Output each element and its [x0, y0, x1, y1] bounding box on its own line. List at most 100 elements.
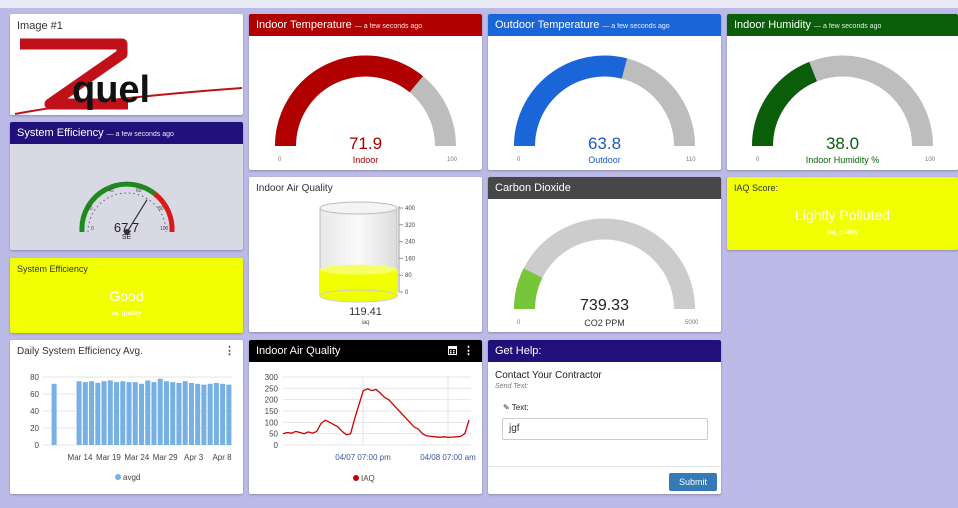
indoor-humidity-gauge — [752, 55, 933, 147]
se-tick-20: 20 — [87, 206, 93, 212]
daily-bar[interactable] — [207, 383, 213, 445]
daily-bar[interactable] — [201, 384, 207, 445]
iaq-cylinder-value: 119.41 — [349, 306, 382, 318]
iaq-y-tick: 100 — [265, 418, 279, 427]
get-help-divider — [488, 466, 721, 467]
daily-bar[interactable] — [151, 382, 157, 445]
indoor-humidity-min: 0 — [756, 157, 760, 163]
iaq-y-tick: 200 — [265, 396, 279, 405]
daily-bar[interactable] — [157, 378, 163, 445]
daily-bar[interactable] — [188, 382, 194, 445]
daily-bar[interactable] — [95, 382, 101, 445]
indoor-temp-min: 0 — [278, 157, 282, 163]
iaq-legend-label[interactable]: IAQ — [361, 474, 375, 483]
indoor-temp-max: 100 — [447, 157, 458, 163]
get-help-card: Get Help: Contact Your Contractor Send T… — [488, 340, 721, 494]
iaq-scale-label: 240 — [405, 240, 416, 246]
iaq-y-tick: 0 — [274, 441, 279, 450]
iaq-y-tick: 50 — [269, 430, 278, 439]
indoor-temp-card: Indoor Temperature — a few seconds ago 71… — [249, 14, 482, 170]
iaq-x-tick: 04/08 07:00 am — [420, 453, 476, 462]
daily-x-tick: Mar 24 — [124, 453, 149, 462]
iaq-chart-header: Indoor Air Quality — [249, 340, 482, 362]
iaq-y-tick: 250 — [265, 384, 279, 393]
system-efficiency-timestamp: — a few seconds ago — [106, 131, 174, 138]
iaq-y-tick: 300 — [265, 373, 279, 382]
iaq-scale-label: 80 — [405, 273, 412, 279]
daily-bar[interactable] — [170, 382, 176, 445]
gauge-value-arc — [275, 55, 423, 147]
daily-bar[interactable] — [220, 383, 226, 445]
indoor-humidity-timestamp: — a few seconds ago — [814, 23, 882, 30]
daily-x-tick: Apr 8 — [212, 453, 232, 462]
daily-x-tick: Apr 3 — [184, 453, 204, 462]
iaq-line-chart: 300 250 200 150 100 50 0 04/07 07:00 pm 04/08 07… — [265, 373, 476, 483]
system-efficiency-value: 67.7 — [113, 220, 140, 235]
se-tick-0: 0 — [91, 226, 94, 232]
iaq-cylinder-chart: 400 320 240 160 80 0 — [319, 201, 416, 303]
se-tick-80: 80 — [158, 206, 164, 212]
daily-bar[interactable] — [76, 381, 82, 445]
daily-bar[interactable] — [126, 382, 132, 445]
daily-bar[interactable] — [176, 382, 182, 445]
outdoor-temp-min: 0 — [517, 157, 521, 163]
daily-bar[interactable] — [132, 382, 138, 445]
daily-bar[interactable] — [89, 381, 95, 445]
daily-bar[interactable] — [120, 381, 126, 445]
co2-title: Carbon Dioxide — [495, 182, 571, 194]
daily-bar[interactable] — [101, 381, 107, 445]
daily-bar[interactable] — [226, 384, 232, 445]
iaq-series-line[interactable] — [282, 388, 470, 438]
text-input[interactable]: jgf — [502, 418, 708, 440]
iaq-cylinder-card: Indoor Air Quality 400 320 240 160 80 0 119.4… — [249, 177, 482, 332]
daily-bar[interactable] — [213, 382, 219, 445]
get-help-heading: Contact Your Contractor — [495, 370, 602, 381]
indoor-temp-timestamp: — a few seconds ago — [354, 23, 423, 30]
zquel-logo: quel — [14, 38, 243, 115]
efficiency-status-card: System Efficiency Good se_quality — [10, 258, 243, 333]
daily-bar[interactable] — [107, 380, 113, 445]
co2-label: CO2 PPM — [584, 318, 625, 328]
daily-y-tick: 60 — [30, 390, 39, 399]
daily-x-tick: Mar 14 — [68, 453, 93, 462]
daily-bar[interactable] — [182, 381, 188, 445]
iaq-score-sub: iaq_quality — [826, 230, 859, 236]
daily-bar[interactable] — [51, 383, 57, 445]
text-field-label: Text: — [511, 403, 529, 412]
daily-bar[interactable] — [145, 380, 151, 445]
iaq-score-title: IAQ Score: — [734, 183, 779, 193]
co2-value: 739.33 — [580, 297, 629, 314]
outdoor-temp-timestamp: — a few seconds ago — [602, 23, 670, 30]
indoor-temp-label: Indoor — [352, 155, 379, 165]
daily-y-tick: 80 — [30, 373, 39, 382]
co2-gauge — [514, 218, 695, 310]
daily-efficiency-menu-icon[interactable]: ⋮ — [224, 345, 235, 357]
system-efficiency-gauge: 0 20 40 60 80 100 — [79, 181, 175, 235]
iaq-cylinder-title: Indoor Air Quality — [256, 183, 333, 194]
indoor-humidity-title: Indoor Humidity — [734, 19, 812, 31]
daily-bar[interactable] — [82, 382, 88, 445]
indoor-temp-title: Indoor Temperature — [256, 19, 352, 31]
iaq-chart-menu-icon[interactable]: ⋮ — [463, 345, 474, 357]
daily-bar[interactable] — [114, 382, 120, 445]
daily-legend-swatch — [115, 474, 121, 480]
text-field-label-wrap: ✎ Text: — [503, 403, 529, 412]
iaq-chart-title: Indoor Air Quality — [256, 345, 341, 357]
gauge-value-arc — [514, 268, 543, 310]
daily-efficiency-card: Daily System Efficiency Avg. ⋮ 80 60 40 20 0… — [10, 340, 243, 494]
iaq-scale-label: 320 — [405, 223, 416, 229]
daily-bar[interactable] — [163, 381, 169, 445]
system-efficiency-title: System Efficiency — [17, 127, 104, 139]
outdoor-temp-max: 110 — [686, 157, 696, 163]
get-help-title: Get Help: — [495, 345, 542, 357]
calendar-icon[interactable] — [448, 345, 457, 355]
daily-bar[interactable] — [138, 383, 145, 445]
co2-max: 5000 — [685, 320, 699, 326]
get-help-header: Get Help: — [488, 340, 721, 362]
submit-button[interactable]: Submit — [669, 473, 717, 491]
gauge-value-arc — [514, 55, 627, 147]
outdoor-temp-value: 63.8 — [587, 134, 622, 153]
daily-y-tick: 0 — [35, 441, 40, 450]
daily-legend-label[interactable]: avgd — [123, 473, 140, 482]
daily-bar[interactable] — [195, 383, 201, 445]
